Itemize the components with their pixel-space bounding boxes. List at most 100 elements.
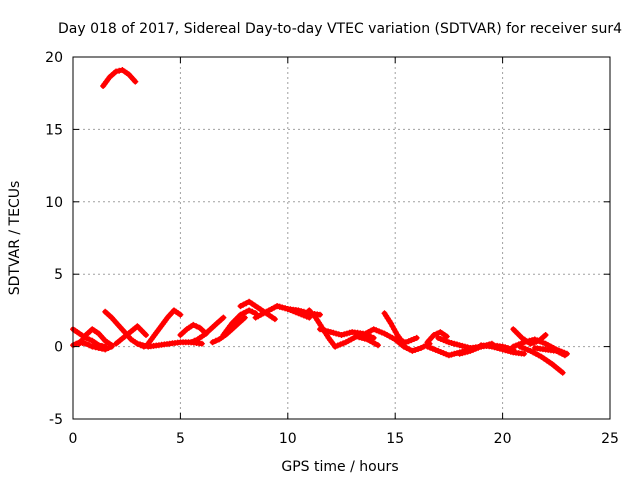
x-axis-label: GPS time / hours xyxy=(281,459,398,475)
data-point xyxy=(193,323,200,330)
x-tick-label: 0 xyxy=(69,431,78,447)
data-point xyxy=(137,341,144,348)
data-point xyxy=(440,337,447,344)
data-point xyxy=(510,343,517,350)
y-tick-label: 20 xyxy=(45,50,63,66)
data-point xyxy=(496,345,503,352)
data-point xyxy=(102,346,109,353)
data-point xyxy=(82,340,89,347)
data-point xyxy=(86,342,93,349)
data-point xyxy=(279,304,286,311)
data-point xyxy=(370,334,377,341)
data-series xyxy=(70,67,570,376)
data-point xyxy=(448,351,455,358)
data-point xyxy=(451,350,458,357)
series-arc-12 xyxy=(220,307,259,338)
data-point xyxy=(499,346,506,353)
series-arc-18 xyxy=(332,333,381,350)
y-tick-label: 15 xyxy=(45,122,63,138)
data-point xyxy=(437,349,444,355)
data-point xyxy=(559,369,566,376)
data-point xyxy=(464,348,471,355)
data-point xyxy=(108,342,115,349)
data-point xyxy=(440,350,447,357)
data-point xyxy=(470,346,477,353)
data-point xyxy=(276,303,283,310)
series-arc-29 xyxy=(516,343,566,376)
data-point xyxy=(139,342,146,349)
data-point xyxy=(188,339,195,346)
data-point xyxy=(92,344,99,351)
data-point xyxy=(95,345,102,351)
data-point xyxy=(378,329,385,336)
data-point xyxy=(430,332,437,338)
data-point xyxy=(356,334,363,341)
data-point xyxy=(220,314,227,321)
data-point xyxy=(521,350,528,357)
x-tick-label: 25 xyxy=(601,431,619,447)
data-point xyxy=(451,340,458,347)
data-point xyxy=(246,307,253,314)
data-point xyxy=(459,350,466,357)
series-arc-28 xyxy=(510,326,549,347)
data-point xyxy=(322,327,329,334)
data-point xyxy=(330,329,337,336)
data-point xyxy=(491,344,498,351)
data-point xyxy=(317,311,323,318)
data-point xyxy=(413,334,420,341)
data-point xyxy=(405,338,412,345)
data-point xyxy=(370,326,377,333)
data-point xyxy=(505,347,511,354)
series-arc-26 xyxy=(478,342,528,357)
series-arc-30 xyxy=(531,345,568,359)
x-tick-label: 20 xyxy=(494,431,512,447)
data-point xyxy=(300,308,307,315)
data-point xyxy=(271,316,278,323)
data-point xyxy=(373,327,380,334)
data-point xyxy=(99,345,105,352)
y-tick-label: 10 xyxy=(45,195,63,211)
data-point xyxy=(116,67,123,74)
data-point xyxy=(241,314,248,321)
data-point xyxy=(212,337,219,344)
data-point xyxy=(448,340,455,346)
data-point xyxy=(142,342,149,349)
data-point xyxy=(443,338,450,345)
x-tick-label: 10 xyxy=(279,431,297,447)
data-point xyxy=(408,337,415,344)
x-tick-label: 15 xyxy=(386,431,404,447)
y-tick-label: -5 xyxy=(49,412,63,428)
data-point xyxy=(415,346,422,352)
series-arc-6 xyxy=(113,323,149,347)
data-point xyxy=(530,339,537,346)
data-point xyxy=(434,330,441,337)
y-tick-label: 5 xyxy=(54,267,63,283)
data-point xyxy=(412,347,419,353)
data-point xyxy=(524,346,531,353)
data-point xyxy=(353,333,360,340)
data-point xyxy=(282,305,289,312)
data-point xyxy=(456,342,463,349)
data-point xyxy=(113,68,119,75)
series-arc-10 xyxy=(188,314,227,346)
series-arc-20 xyxy=(381,310,407,347)
axis-ticks: 0 5 10 15 20 25 -5 0 5 10 15 20 xyxy=(45,50,619,447)
data-point xyxy=(443,351,450,358)
data-point xyxy=(445,352,452,359)
data-point xyxy=(502,347,509,354)
series-arc-1 xyxy=(100,67,139,89)
data-point xyxy=(375,342,381,349)
data-point xyxy=(86,336,93,343)
data-point xyxy=(445,339,452,346)
data-point xyxy=(177,311,184,318)
data-point xyxy=(105,345,112,351)
data-point xyxy=(295,307,302,314)
data-point xyxy=(341,331,348,338)
y-axis-label: SDTVAR / TECUs xyxy=(7,181,23,296)
data-point xyxy=(409,347,416,354)
x-tick-label: 5 xyxy=(176,431,185,447)
data-point xyxy=(132,78,139,85)
data-point xyxy=(338,332,345,338)
data-point xyxy=(198,340,205,347)
